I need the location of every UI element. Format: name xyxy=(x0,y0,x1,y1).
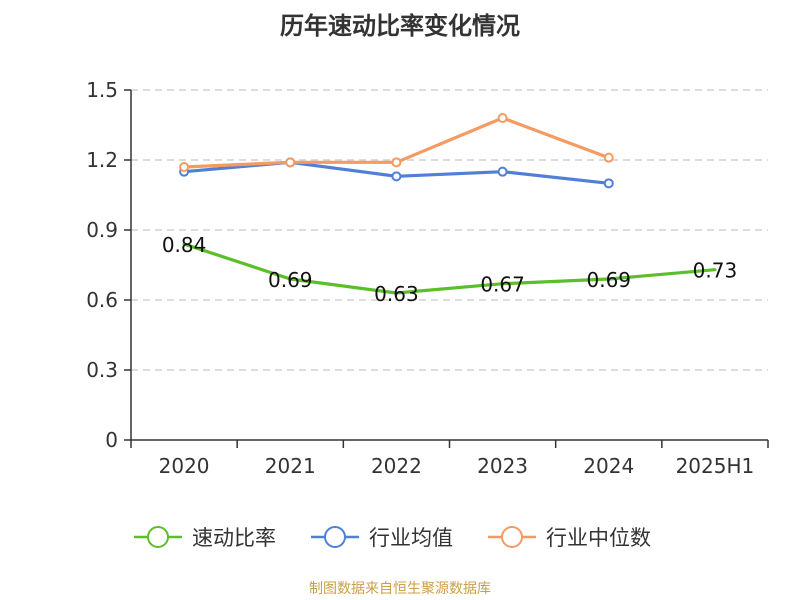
legend-label: 速动比率 xyxy=(192,526,276,550)
data-label: 0.73 xyxy=(693,259,738,283)
legend-label: 行业均值 xyxy=(369,526,453,550)
series-lines xyxy=(179,113,717,295)
x-tick-label: 2023 xyxy=(477,454,528,478)
legend-item-1[interactable]: 速动比率 xyxy=(134,526,276,550)
legend[interactable]: 速动比率 行业均值 行业中位数 xyxy=(134,526,651,550)
legend-marker xyxy=(147,526,169,548)
x-tick-label: 2025H1 xyxy=(676,454,755,478)
legend-item-3[interactable]: 行业中位数 xyxy=(488,526,651,550)
data-label: 0.69 xyxy=(586,268,631,292)
y-tick-label: 0.3 xyxy=(86,358,118,382)
data-label: 0.84 xyxy=(162,233,207,257)
axes: 0 0.3 0.6 0.9 1.2 1.5 2020 2021 2022 2023 2024 2025… xyxy=(86,78,769,478)
data-labels: 0.84 0.69 0.63 0.67 0.69 0.73 xyxy=(162,233,737,306)
series-point xyxy=(391,171,402,182)
data-label: 0.63 xyxy=(374,282,419,306)
series-point xyxy=(603,178,614,189)
series-point xyxy=(497,113,508,123)
grid-lines xyxy=(131,89,768,371)
y-tick-label: 0.9 xyxy=(86,218,118,242)
y-tick-label: 1.2 xyxy=(86,148,118,172)
legend-marker xyxy=(501,526,523,548)
series-line-1 xyxy=(182,242,717,295)
chart-title: 历年速动比率变化情况 xyxy=(280,12,520,40)
series-point xyxy=(179,162,190,172)
y-tick-label: 0.6 xyxy=(86,288,118,312)
y-tick-label: 0 xyxy=(105,428,118,452)
data-label: 0.67 xyxy=(480,273,525,297)
x-tick-label: 2020 xyxy=(159,454,210,478)
legend-marker xyxy=(324,526,346,548)
data-label: 0.69 xyxy=(268,268,313,292)
series-point xyxy=(391,157,402,168)
source-note: 制图数据来自恒生聚源数据库 xyxy=(309,581,491,597)
y-tick-label: 1.5 xyxy=(86,78,118,102)
series-point xyxy=(603,152,614,163)
legend-label: 行业中位数 xyxy=(546,526,651,550)
x-tick-label: 2022 xyxy=(371,454,422,478)
series-point xyxy=(285,157,296,168)
x-tick-label: 2024 xyxy=(583,454,634,478)
series-point xyxy=(497,166,508,177)
x-tick-label: 2021 xyxy=(265,454,316,478)
legend-item-2[interactable]: 行业均值 xyxy=(311,526,453,550)
